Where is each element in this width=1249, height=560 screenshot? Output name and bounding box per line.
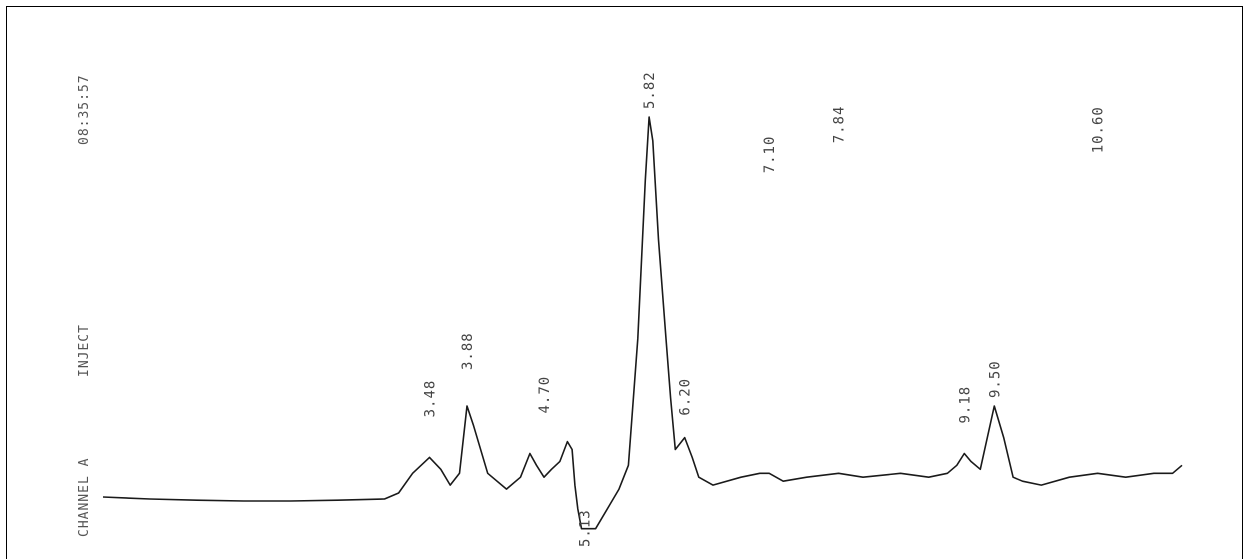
peak-label: 3.88 (460, 332, 476, 370)
time-label: 08:35:57 (77, 74, 92, 145)
peak-label: 5.13 (577, 509, 593, 547)
peak-label: 9.18 (957, 386, 973, 424)
chart-frame: CHANNEL A INJECT 08:35:57 3.48 3.88 4.70 5.… (6, 6, 1243, 559)
peak-label: 9.50 (987, 360, 1003, 398)
peak-label: 3.48 (423, 380, 439, 418)
peak-label: 10.60 (1091, 106, 1107, 153)
peak-label: 6.20 (678, 378, 694, 416)
channel-label: CHANNEL A (77, 458, 92, 537)
chromatogram-chart: CHANNEL A INJECT 08:35:57 3.48 3.88 4.70 5.… (77, 71, 1183, 547)
inject-label: INJECT (77, 324, 92, 377)
peak-label: 7.84 (832, 106, 848, 144)
chromatogram-trace (102, 116, 1183, 530)
peak-labels: 3.48 3.88 4.70 5.13 5.82 6.20 7.10 7.84 9.18 9.50… (423, 71, 1107, 547)
peak-label: 5.82 (642, 71, 658, 109)
peak-label: 4.70 (537, 376, 553, 414)
peak-label: 7.10 (762, 136, 778, 174)
